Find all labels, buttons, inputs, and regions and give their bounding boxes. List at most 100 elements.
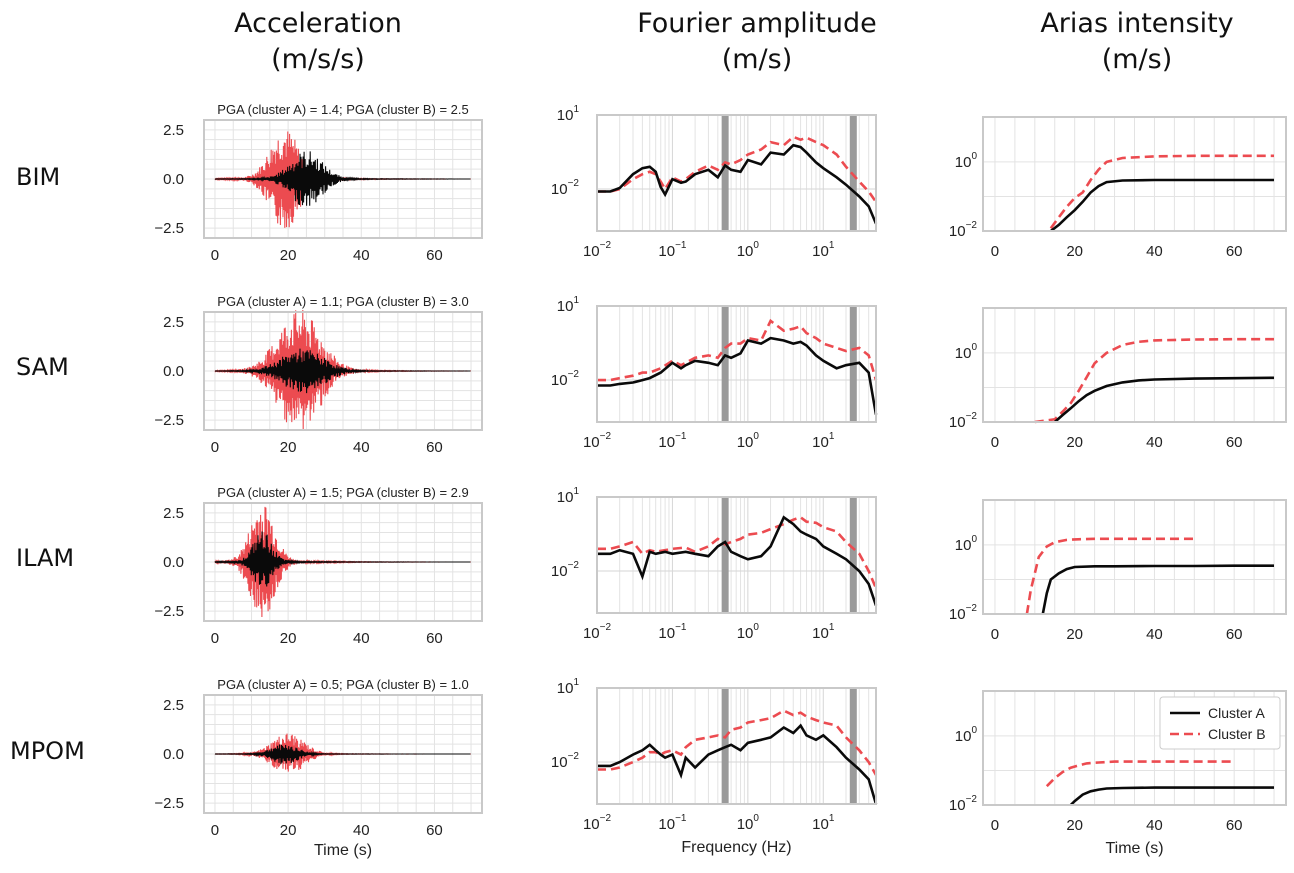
fourier-xtick-label-base: 10 <box>583 434 600 451</box>
fourier-xtick-label-exponent: −2 <box>600 813 612 824</box>
acc-series-cluster-a <box>214 531 471 587</box>
fourier-band <box>849 688 857 804</box>
arias-ytick-label: 10−2 <box>949 220 978 240</box>
acc-xtick-label: 60 <box>426 247 443 264</box>
fourier-xtick-label-base: 10 <box>658 434 675 451</box>
acc-xtick-label: 60 <box>426 822 443 839</box>
fourier-xtick-label-base: 10 <box>812 625 829 642</box>
arias-xtick-label: 40 <box>1146 434 1163 451</box>
fourier-xtick-label-base: 10 <box>812 816 829 833</box>
acc-xtick-label: 20 <box>280 822 297 839</box>
fourier-ytick-label: 10−2 <box>551 178 580 198</box>
fourier-xtick-label-base: 10 <box>737 625 754 642</box>
fourier-xtick-label: 100 <box>737 622 760 642</box>
acc-ytick-label: −2.5 <box>154 603 184 620</box>
fourier-xtick-label-exponent: 0 <box>753 431 759 442</box>
fourier-ytick-label-base: 10 <box>551 563 568 580</box>
arias-xtick-label: 0 <box>991 626 999 643</box>
fourier-xtick-label: 100 <box>737 431 760 451</box>
legend: Cluster A Cluster B <box>1159 696 1281 750</box>
fourier-xtick-label: 10−2 <box>583 622 612 642</box>
fourier-ytick-label-exponent: −2 <box>568 369 580 380</box>
acc-frame <box>203 694 483 814</box>
arias-ytick-label: 10−2 <box>949 603 978 623</box>
arias-ytick-label-base: 10 <box>955 154 972 171</box>
arias-series-cluster-a <box>1041 564 1274 615</box>
fourier-ytick-label-exponent: 1 <box>573 104 579 115</box>
arias-xtick-label: 60 <box>1226 243 1243 260</box>
acc-xtick-label: 0 <box>211 822 219 839</box>
acc-frame <box>203 119 483 239</box>
fourier-ytick-label-base: 10 <box>551 754 568 771</box>
fourier-series-cluster-b <box>597 709 878 776</box>
fourier-xtick-label-base: 10 <box>658 816 675 833</box>
acc-series-cluster-a <box>214 151 471 206</box>
acc-ytick-label: 2.5 <box>163 314 184 331</box>
arias-ytick-label-base: 10 <box>955 728 972 745</box>
acc-xtick-label: 20 <box>280 247 297 264</box>
acc-frame <box>203 502 483 622</box>
arias-xtick-label: 0 <box>991 243 999 260</box>
fourier-ytick-label: 101 <box>557 295 580 315</box>
acc-xtick-label: 20 <box>280 630 297 647</box>
acc-xtick-label: 40 <box>353 630 370 647</box>
fourier-xtick-label-base: 10 <box>658 243 675 260</box>
acc-xtick-label: 60 <box>426 630 443 647</box>
fourier-xtick-label: 10−1 <box>658 431 687 451</box>
arias-ytick-label-base: 10 <box>949 223 966 240</box>
arias-ytick-label: 10−2 <box>949 794 978 814</box>
row-label-mpom: MPOM <box>10 737 85 765</box>
fourier-ytick-label-exponent: 1 <box>573 486 579 497</box>
fourier-xtick-label-exponent: 0 <box>753 813 759 824</box>
fourier-band <box>721 497 729 613</box>
acceleration-panel-ilam: 2.5 0.0 −2.5 0 20 40 60 PGA (cluster A) = 1.5; … <box>154 485 483 647</box>
fourier-series-cluster-a <box>597 515 878 607</box>
fourier-xtick-label-base: 10 <box>812 434 829 451</box>
acc-ytick-label: −2.5 <box>154 220 184 237</box>
arias-xtick-label: 40 <box>1146 243 1163 260</box>
fourier-ytick-label: 10−2 <box>551 751 580 771</box>
arias-ytick-label-base: 10 <box>949 797 966 814</box>
fourier-series-cluster-a <box>597 336 878 415</box>
fourier-xtick-label-base: 10 <box>658 625 675 642</box>
fourier-ytick-label: 101 <box>557 104 580 124</box>
arias-series-cluster-a <box>1050 178 1274 233</box>
fourier-xtick-label-exponent: −2 <box>600 240 612 251</box>
legend-box <box>1159 696 1281 750</box>
acc-ytick-label: 0.0 <box>163 363 184 380</box>
fourier-xtick-label: 10−1 <box>658 240 687 260</box>
fourier-band <box>849 497 857 613</box>
acc-ytick-label: 0.0 <box>163 171 184 188</box>
fourier-xtick-label-exponent: 1 <box>829 431 835 442</box>
arias-series-cluster-b <box>1034 337 1274 424</box>
acc-panel-title: PGA (cluster A) = 1.1; PGA (cluster B) =… <box>217 294 468 309</box>
arias-ytick-label-exponent: 0 <box>971 151 977 162</box>
fourier-xtick-label-exponent: −1 <box>675 431 687 442</box>
arias-frame <box>982 307 1287 423</box>
acceleration-panel-mpom: 2.5 0.0 −2.5 0 20 40 60 PGA (cluster A) = 0.5; … <box>154 677 483 859</box>
arias-ytick-label-base: 10 <box>949 606 966 623</box>
legend-label-cluster-a: Cluster A <box>1208 705 1265 721</box>
acc-panel-title: PGA (cluster A) = 1.4; PGA (cluster B) =… <box>217 102 468 117</box>
fourier-xtick-label-exponent: −1 <box>675 813 687 824</box>
arias-series-cluster-a <box>1069 786 1274 806</box>
fourier-ytick-label-exponent: −2 <box>568 178 580 189</box>
fourier-xtick-label-exponent: −1 <box>675 622 687 633</box>
fourier-xtick-label: 101 <box>812 622 835 642</box>
column-title-arias: Arias intensity (m/s) <box>1040 8 1233 75</box>
acceleration-panel-bim: 2.5 0.0 −2.5 0 20 40 60 PGA (cluster A) = 1.4; … <box>154 102 483 264</box>
arias-ytick-label-exponent: 0 <box>971 342 977 353</box>
fourier-series-cluster-b <box>597 318 878 382</box>
fourier-ytick-label-exponent: 1 <box>573 295 579 306</box>
fourier-ytick-label: 10−2 <box>551 560 580 580</box>
fourier-xtick-label-exponent: 1 <box>829 622 835 633</box>
fourier-xtick-label-exponent: −1 <box>675 240 687 251</box>
acc-panel-title: PGA (cluster A) = 0.5; PGA (cluster B) =… <box>217 677 468 692</box>
column-title-fourier-line2: (m/s) <box>722 44 793 75</box>
row-label-bim: BIM <box>16 163 60 191</box>
arias-ytick-label: 100 <box>955 725 978 745</box>
acc-series-cluster-a <box>214 744 471 764</box>
fourier-ytick-label-base: 10 <box>551 181 568 198</box>
